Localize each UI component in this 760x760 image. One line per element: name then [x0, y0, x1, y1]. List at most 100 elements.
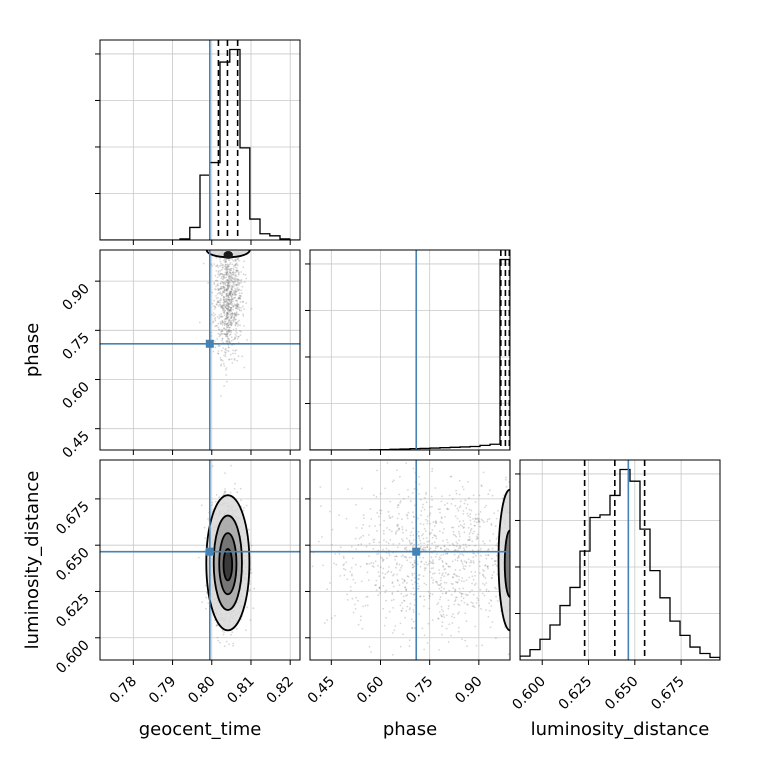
density-panel-phase-vs-luminosity-distance-sample-point [474, 571, 477, 573]
density-panel-phase-vs-luminosity-distance-sample-point [424, 546, 427, 549]
density-panel-phase-vs-luminosity-distance-sample-point [425, 493, 427, 496]
density-panel-geocent-time-vs-phase-sample-point [227, 287, 230, 290]
density-panel-geocent-time-vs-phase-sample-point [227, 331, 230, 334]
density-panel-geocent-time-vs-phase-sample-point [227, 329, 230, 332]
density-panel-geocent-time-vs-phase-sample-point [231, 313, 234, 316]
density-panel-phase-vs-luminosity-distance-sample-point [476, 518, 478, 520]
density-panel-geocent-time-vs-phase-sample-point [217, 326, 220, 329]
density-panel-phase-vs-luminosity-distance-sample-point [465, 561, 468, 564]
density-panel-geocent-time-vs-phase-sample-point [223, 298, 226, 301]
density-panel-phase-vs-luminosity-distance-sample-point [405, 556, 408, 559]
density-panel-phase-vs-luminosity-distance-sample-point [444, 549, 446, 552]
density-panel-geocent-time-vs-phase-sample-point [228, 329, 231, 331]
density-panel-geocent-time-vs-phase-sample-point [242, 305, 244, 308]
density-panel-phase-vs-luminosity-distance-sample-point [311, 565, 314, 568]
density-panel-phase-vs-luminosity-distance-sample-point [463, 601, 466, 604]
density-panel-geocent-time-vs-phase-sample-point [230, 285, 233, 287]
density-panel-geocent-time-vs-phase-sample-point [233, 316, 235, 319]
density-panel-phase-vs-luminosity-distance-sample-point [396, 506, 399, 509]
density-panel-phase-vs-luminosity-distance-sample-point [438, 649, 440, 651]
density-panel-geocent-time-vs-phase-sample-point [213, 283, 216, 286]
density-panel-phase-vs-luminosity-distance-sample-point [442, 566, 445, 568]
density-panel-phase-vs-luminosity-distance-sample-point [473, 584, 476, 586]
density-panel-geocent-time-vs-phase-sample-point [234, 350, 237, 352]
density-panel-phase-vs-luminosity-distance-sample-point [355, 548, 358, 550]
density-panel-phase-vs-luminosity-distance-sample-point [483, 584, 486, 586]
density-panel-geocent-time-vs-phase-sample-point [225, 258, 228, 261]
density-panel-phase-vs-luminosity-distance-sample-point [396, 517, 399, 520]
density-panel-geocent-time-vs-phase-sample-point [231, 312, 234, 314]
density-panel-phase-vs-luminosity-distance-sample-point [456, 575, 458, 578]
density-panel-phase-vs-luminosity-distance-sample-point [495, 517, 498, 520]
density-panel-geocent-time-vs-phase-sample-point [238, 292, 241, 295]
density-panel-phase-vs-luminosity-distance-sample-point [443, 575, 446, 578]
density-panel-phase-vs-luminosity-distance-sample-point [351, 557, 354, 560]
density-panel-phase-vs-luminosity-distance-sample-point [383, 624, 386, 627]
density-panel-geocent-time-vs-phase-sample-point [237, 258, 240, 260]
density-panel-geocent-time-vs-phase-sample-point [238, 279, 241, 281]
density-panel-geocent-time-vs-phase-sample-point [226, 380, 228, 383]
density-panel-geocent-time-vs-phase-sample-point [226, 312, 228, 315]
density-panel-geocent-time-vs-luminosity-distance-plot-area [100, 460, 300, 660]
density-panel-phase-vs-luminosity-distance-sample-point [376, 553, 378, 556]
density-panel-phase-vs-luminosity-distance-sample-point [438, 611, 441, 613]
density-panel-phase-vs-luminosity-distance-sample-point [468, 544, 471, 547]
density-panel-geocent-time-vs-phase-sample-point [236, 269, 239, 272]
density-panel-geocent-time-vs-phase-sample-point [215, 297, 218, 300]
density-panel-phase-vs-luminosity-distance-sample-point [404, 548, 406, 550]
density-panel-geocent-time-vs-phase-sample-point [226, 335, 229, 338]
density-panel-geocent-time-vs-phase-sample-point [217, 289, 220, 291]
density-panel-geocent-time-vs-phase-sample-point [222, 266, 224, 269]
density-panel-phase-vs-luminosity-distance-sample-point [430, 532, 433, 534]
density-panel-phase-vs-luminosity-distance-sample-point [399, 501, 401, 504]
density-panel-geocent-time-vs-phase-sample-point [235, 291, 238, 293]
density-panel-phase-vs-luminosity-distance-sample-point [392, 573, 395, 576]
density-panel-phase-vs-luminosity-distance-sample-point [458, 626, 460, 629]
density-panel-geocent-time-vs-phase-sample-point [230, 307, 232, 310]
density-panel-phase-vs-luminosity-distance-sample-point [478, 565, 481, 568]
density-panel-phase-vs-luminosity-distance-sample-point [405, 513, 408, 516]
density-panel-geocent-time-vs-phase-sample-point [231, 303, 234, 305]
density-panel-geocent-time-vs-phase-sample-point [215, 285, 217, 288]
density-panel-geocent-time-vs-phase-sample-point [227, 296, 230, 298]
density-panel-geocent-time-vs-phase-sample-point [217, 296, 219, 299]
density-panel-geocent-time-vs-phase-sample-point [225, 320, 227, 323]
density-panel-geocent-time-vs-phase-sample-point [235, 306, 237, 309]
density-panel-geocent-time-vs-phase-sample-point [227, 298, 230, 301]
density-panel-geocent-time-vs-phase-sample-point [220, 323, 222, 325]
density-panel-phase-vs-luminosity-distance-sample-point [420, 560, 423, 563]
density-panel-geocent-time-vs-phase-sample-point [222, 304, 225, 306]
density-panel-phase-vs-luminosity-distance-sample-point [473, 524, 476, 527]
density-panel-geocent-time-vs-phase-sample-point [217, 300, 220, 302]
density-panel-geocent-time-vs-phase-sample-point [231, 277, 234, 280]
density-panel-phase-vs-luminosity-distance-sample-point [385, 589, 388, 592]
density-panel-phase-vs-luminosity-distance-sample-point [495, 588, 497, 590]
density-panel-phase-vs-luminosity-distance-sample-point [418, 556, 421, 559]
density-panel-geocent-time-vs-phase-sample-point [228, 281, 231, 283]
density-panel-geocent-time-vs-luminosity-distance-sample-point [234, 482, 236, 485]
density-panel-geocent-time-vs-phase-sample-point [226, 283, 229, 286]
density-panel-phase-vs-luminosity-distance-sample-point [403, 600, 406, 602]
density-panel-geocent-time-vs-phase-sample-point [226, 312, 229, 315]
density-panel-phase-vs-luminosity-distance-sample-point [373, 494, 375, 496]
density-panel-phase-vs-luminosity-distance-sample-point [478, 520, 480, 523]
density-panel-geocent-time-vs-phase-sample-point [227, 296, 230, 299]
density-panel-geocent-time-vs-phase-sample-point [234, 294, 237, 297]
density-panel-geocent-time-vs-phase-sample-point [218, 344, 221, 347]
density-panel-phase-vs-luminosity-distance-sample-point [496, 600, 499, 602]
density-panel-geocent-time-vs-phase-sample-point [225, 301, 228, 303]
density-panel-geocent-time-vs-phase-sample-point [243, 325, 245, 327]
density-panel-phase-vs-luminosity-distance-sample-point [456, 557, 459, 559]
density-panel-phase-vs-luminosity-distance-sample-point [431, 529, 434, 531]
density-panel-geocent-time-vs-luminosity-distance-sample-point [252, 607, 255, 610]
density-panel-geocent-time-vs-phase-sample-point [221, 330, 223, 332]
density-panel-geocent-time-vs-phase-sample-point [225, 304, 228, 307]
density-panel-geocent-time-vs-phase-sample-point [227, 321, 230, 324]
density-panel-phase-vs-luminosity-distance-sample-point [361, 627, 364, 630]
density-panel-geocent-time-vs-phase-sample-point [237, 289, 240, 292]
density-panel-phase-vs-luminosity-distance-sample-point [382, 607, 385, 610]
density-panel-geocent-time-vs-phase-sample-point [233, 316, 236, 318]
density-panel-phase-vs-luminosity-distance-sample-point [357, 599, 359, 602]
density-panel-phase-vs-luminosity-distance-sample-point [457, 549, 459, 552]
density-panel-phase-vs-luminosity-distance-sample-point [432, 579, 435, 582]
